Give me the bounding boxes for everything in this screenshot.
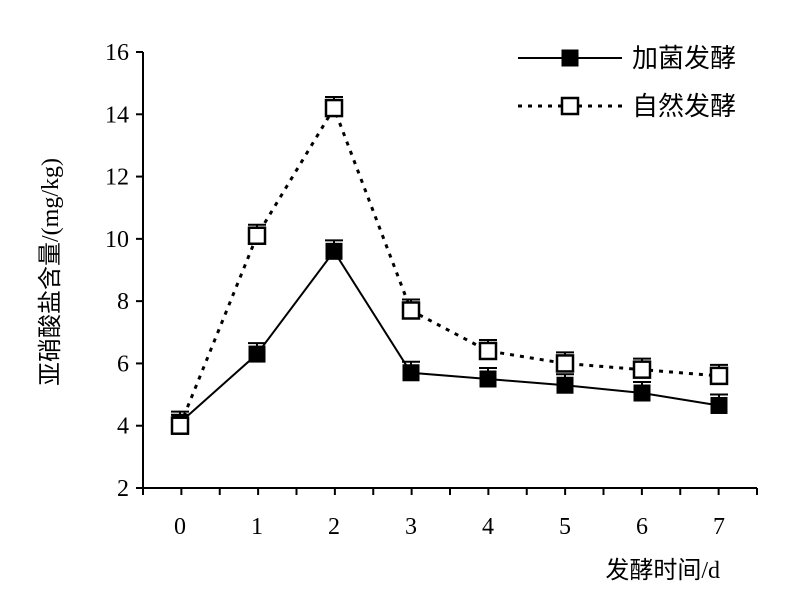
data-point-s2-1: [247, 226, 267, 245]
data-point-s1-5: [556, 376, 574, 394]
legend-marker-2: [560, 96, 580, 116]
x-axis-title: 发酵时间/d: [605, 557, 720, 584]
x-tick-label-4: 4: [482, 514, 494, 540]
y-tick-label-12: 12: [105, 165, 129, 191]
data-point-s2-3: [401, 301, 421, 320]
data-point-s1-1: [248, 345, 266, 363]
x-tick-label-5: 5: [559, 514, 571, 540]
data-point-s1-4: [479, 370, 497, 388]
data-point-s1-2: [325, 242, 343, 260]
y-tick-label-16: 16: [105, 40, 129, 66]
y-tick-label-4: 4: [117, 414, 129, 440]
data-point-s2-7: [709, 366, 729, 386]
series-layer: [170, 96, 729, 435]
y-tick-label-6: 6: [117, 351, 129, 377]
legend-label-2: 自然发酵: [632, 92, 736, 121]
x-tick-label-2: 2: [328, 514, 340, 540]
data-point-s1-7: [710, 396, 728, 414]
x-tick-label-7: 7: [713, 514, 725, 540]
data-point-s2-0: [170, 416, 190, 435]
y-tick-label-8: 8: [117, 289, 129, 315]
series-line-1: [179, 249, 720, 424]
y-tick-label-14: 14: [105, 102, 129, 128]
x-tick-label-1: 1: [251, 514, 263, 540]
data-point-s2-5: [555, 354, 575, 373]
y-tick-label-10: 10: [105, 227, 129, 253]
y-tick-label-2: 2: [117, 476, 129, 502]
data-point-s1-6: [633, 384, 651, 402]
legend-label-1: 加菌发酵: [632, 44, 736, 73]
legend-marker-1: [561, 49, 579, 67]
series-line-2: [178, 104, 720, 427]
data-point-s2-6: [632, 360, 652, 379]
x-tick-label-0: 0: [174, 514, 186, 540]
x-tick-label-6: 6: [636, 514, 648, 540]
data-point-s2-2: [324, 98, 344, 118]
y-axis-title: 亚硝酸盐含量/(mg/kg): [37, 158, 64, 386]
data-point-s1-3: [402, 364, 420, 382]
x-tick-label-3: 3: [405, 514, 417, 540]
data-point-s2-4: [478, 341, 498, 361]
